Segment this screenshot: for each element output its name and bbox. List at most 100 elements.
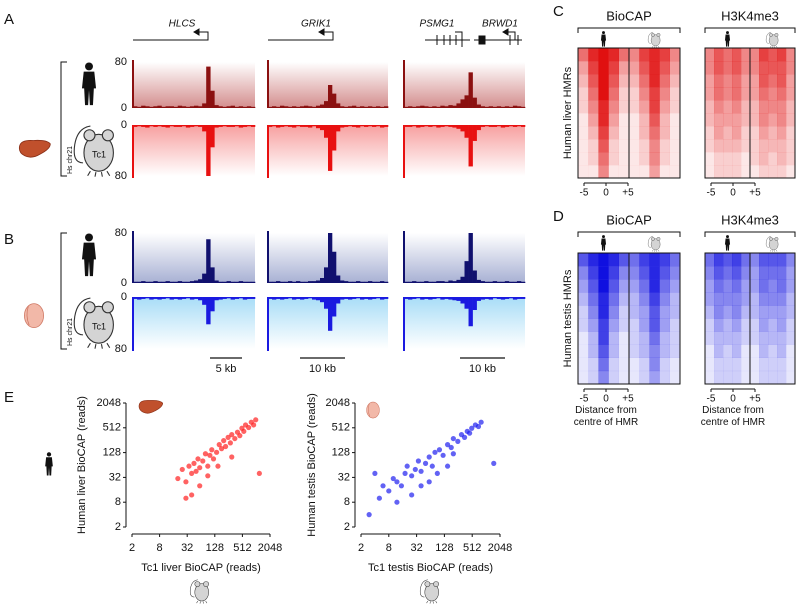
panel-label: A (4, 11, 14, 28)
signal-bar (512, 125, 518, 127)
signal-bar (308, 106, 313, 108)
signal-bar (496, 297, 502, 299)
signal-bar (364, 297, 369, 299)
heatmap-cell (723, 139, 733, 153)
heatmap-cell (669, 61, 681, 75)
heatmap-border (628, 47, 681, 179)
signal-bar (460, 297, 465, 304)
point (237, 433, 243, 439)
heatmap-cell (588, 357, 599, 372)
signal-bar (149, 297, 154, 300)
signal-bar (308, 297, 313, 299)
signal-bar (372, 125, 377, 127)
heatmap-cell (786, 253, 796, 267)
x-tick-label: 2048 (488, 542, 512, 554)
heatmap-cell (618, 331, 630, 345)
signal-bar (340, 280, 345, 283)
heatmap-cell (768, 48, 778, 62)
heatmap-cell (618, 152, 630, 166)
x-tick-label: -5 (580, 394, 589, 405)
signal-bar (416, 106, 421, 108)
signal-bar (344, 281, 349, 283)
signal-bar (324, 297, 329, 309)
y-axis-label: Human testis BioCAP (reads) (306, 393, 318, 536)
signal-bar (189, 281, 195, 283)
panel-label: D (553, 208, 564, 225)
heatmap-cell (629, 266, 640, 280)
heatmap-cell (750, 253, 760, 267)
heatmap-cell (741, 87, 751, 101)
heatmap-cell (723, 318, 733, 332)
signal-bar (412, 106, 417, 108)
heatmap-cell (578, 279, 589, 293)
point (246, 424, 252, 431)
human-icon (45, 452, 53, 476)
signal-bar (292, 125, 297, 128)
point (398, 483, 405, 489)
heatmap-cell (768, 253, 778, 267)
heatmap-cell (588, 87, 599, 101)
signal-bar (250, 125, 256, 127)
heatmap-cell (768, 165, 778, 179)
signal-bar (198, 125, 203, 127)
heatmap-cell (659, 318, 670, 332)
signal-bar (348, 125, 353, 127)
heatmap-cell (669, 253, 681, 267)
signal-bar (380, 125, 385, 128)
y-axis-label: Human liver BioCAP (reads) (76, 396, 88, 534)
signal-bar (292, 106, 297, 108)
signal-bar (508, 297, 514, 299)
y-tick-label: 80 (115, 227, 127, 239)
heatmap-cell (588, 139, 599, 153)
heatmap-cell (768, 87, 778, 101)
signal-bar (360, 106, 365, 108)
x-tick-label: 2048 (258, 542, 282, 554)
signal-bar (364, 125, 369, 127)
heatmap-cell (732, 152, 742, 166)
signal-bar (452, 105, 457, 108)
x-tick-label: 0 (603, 394, 609, 405)
signal-bar (226, 106, 231, 108)
signal-bar (480, 125, 485, 127)
gene-line (474, 31, 522, 45)
heatmap-cell (705, 113, 715, 127)
heatmap-cell (714, 370, 724, 385)
human-icon (724, 31, 731, 47)
signal-bar (444, 106, 449, 108)
heatmap-cell (608, 331, 619, 345)
signal-bar (428, 106, 433, 108)
heatmap-cell (750, 100, 760, 114)
heatmap-cell (786, 165, 796, 179)
signal-bar (280, 105, 285, 108)
signal-bar (161, 281, 166, 283)
signal-bar (304, 281, 309, 283)
heatmap-cell (598, 152, 609, 166)
signal-bar (198, 279, 203, 283)
heatmap-cell (786, 318, 796, 332)
point (444, 442, 451, 448)
signal-bar (165, 106, 170, 108)
signal-bar (194, 297, 199, 299)
heatmap-cell (629, 344, 640, 358)
signal-bar (456, 297, 461, 301)
signal-bar (456, 125, 461, 129)
heatmap-cell (714, 165, 724, 179)
heatmap-cell (768, 61, 778, 75)
signal-bar (424, 106, 429, 108)
signal-bar (436, 125, 441, 128)
heatmap-cell (732, 87, 742, 101)
signal-bar (476, 125, 481, 131)
heatmap-cell (629, 279, 640, 293)
signal-bar (234, 125, 240, 127)
signal-bar (316, 105, 321, 108)
heatmap-cell (705, 279, 715, 293)
point (426, 479, 432, 485)
signal-bar (141, 105, 146, 108)
signal-bar (296, 281, 301, 283)
heatmap-cell (705, 100, 715, 114)
signal-bar (304, 297, 309, 299)
heatmap-cell (741, 279, 751, 293)
signal-bar (169, 125, 174, 127)
signal-bar (492, 297, 498, 299)
point (467, 430, 473, 436)
